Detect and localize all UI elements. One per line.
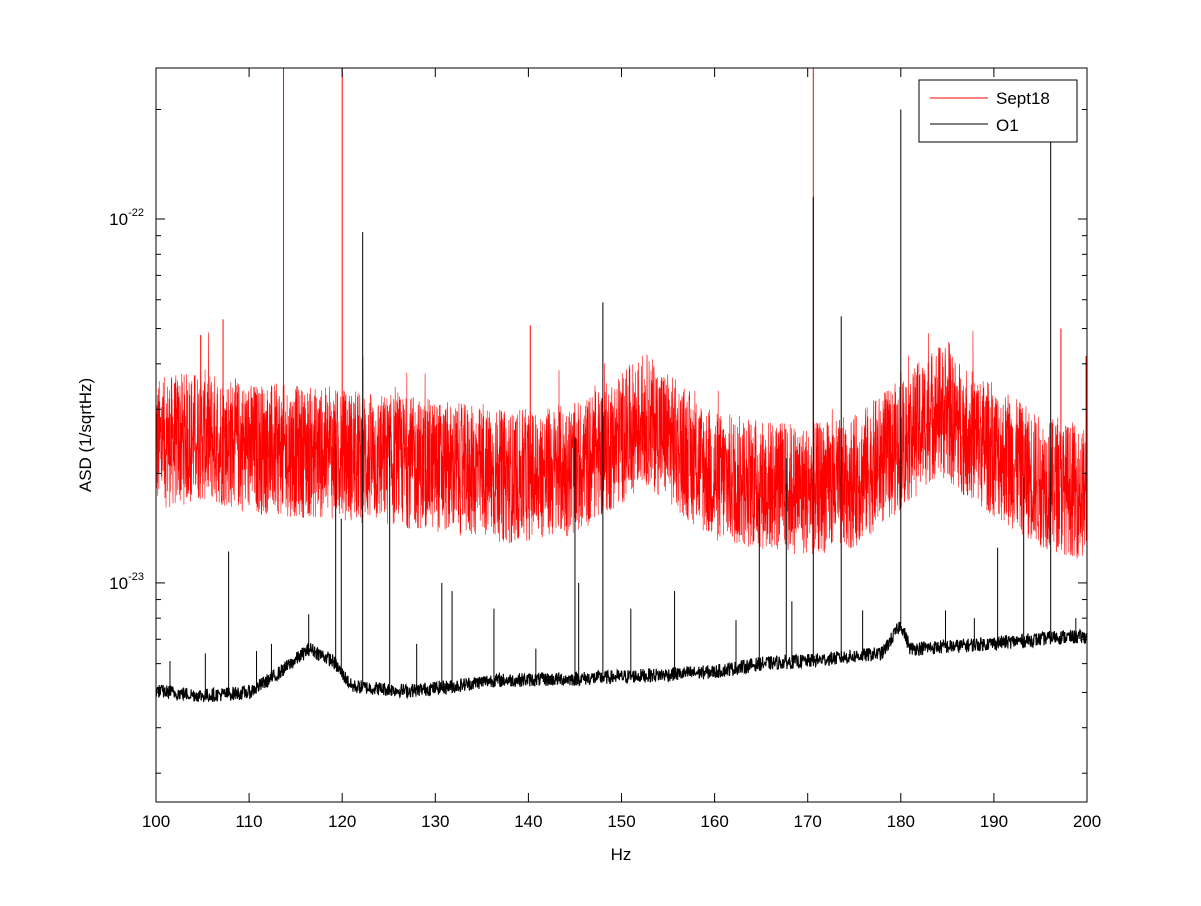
tick-layer: 100 110 120 130 140 150 160 170 180 190 200 10-23 10… <box>109 68 1101 831</box>
series-trace-sept18 <box>155 330 1088 559</box>
x-tick-label: 190 <box>980 812 1008 831</box>
x-tick-label: 140 <box>514 812 542 831</box>
series-trace-o1 <box>155 621 1088 703</box>
x-tick-label: 160 <box>700 812 728 831</box>
x-tick-label: 100 <box>142 812 170 831</box>
y-tick-label: 10-23 <box>109 571 144 593</box>
legend: Sept18 O1 <box>918 79 1078 143</box>
x-axis-label: Hz <box>611 845 632 864</box>
plot-area: 100 110 120 130 140 150 160 170 180 190 200 10-23 10… <box>109 67 1101 831</box>
x-tick-label: 170 <box>794 812 822 831</box>
x-tick-label: 180 <box>887 812 915 831</box>
x-tick-label: 150 <box>607 812 635 831</box>
x-tick-label: 200 <box>1073 812 1101 831</box>
legend-label-sept18: Sept18 <box>996 89 1050 108</box>
series-o1 <box>155 109 1088 703</box>
y-axis-label: ASD (1/sqrtHz) <box>76 378 95 492</box>
x-tick-label: 130 <box>421 812 449 831</box>
legend-label-o1: O1 <box>996 116 1019 135</box>
x-tick-label: 110 <box>236 812 263 831</box>
y-tick-label: 10-22 <box>109 207 144 229</box>
legend-box <box>918 79 1078 143</box>
series-layer <box>155 68 1088 703</box>
x-tick-label: 120 <box>328 812 356 831</box>
